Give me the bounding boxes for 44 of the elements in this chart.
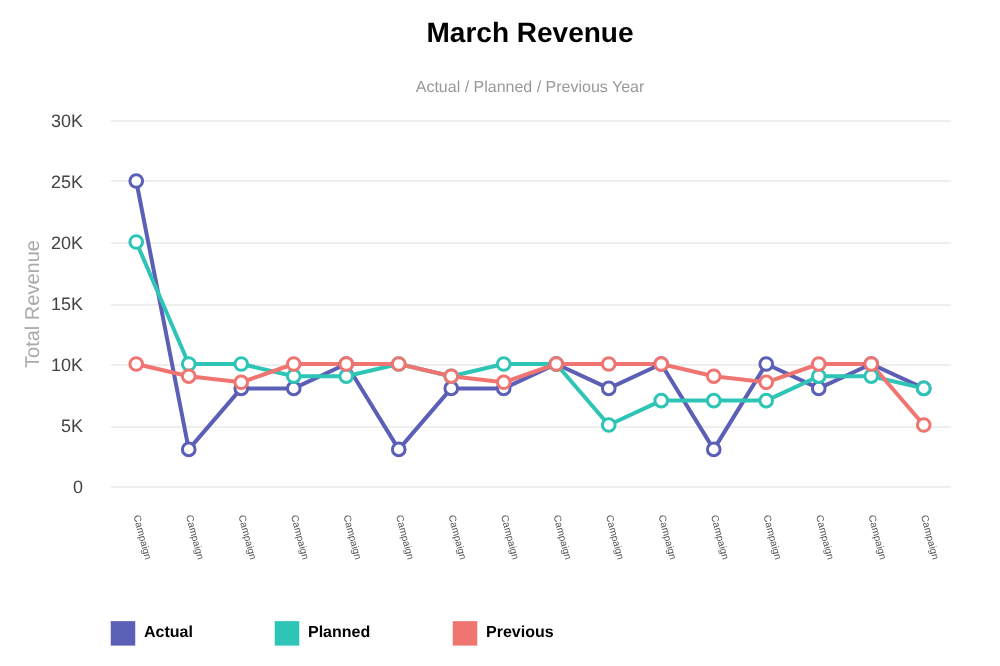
y-tick-label: 25K bbox=[50, 172, 83, 192]
y-tick-label: 0 bbox=[72, 477, 83, 497]
legend-label: Previous bbox=[486, 623, 555, 642]
point bbox=[600, 380, 617, 397]
chart-title: March Revenue bbox=[426, 16, 634, 48]
point bbox=[443, 380, 460, 397]
point bbox=[810, 368, 827, 385]
point bbox=[233, 356, 250, 372]
chart-subtitle: Actual / Planned / Previous Year bbox=[415, 78, 645, 96]
point bbox=[338, 368, 355, 385]
point bbox=[180, 368, 197, 385]
y-tick-label: 10K bbox=[50, 355, 83, 375]
y-tick-label: 30K bbox=[50, 111, 83, 131]
point bbox=[758, 356, 775, 372]
point bbox=[495, 374, 512, 391]
point bbox=[600, 417, 617, 433]
point bbox=[705, 441, 722, 458]
point bbox=[758, 392, 775, 409]
point bbox=[705, 392, 722, 409]
point bbox=[863, 368, 880, 385]
point bbox=[285, 380, 302, 397]
point bbox=[128, 173, 145, 189]
point bbox=[495, 356, 512, 372]
point bbox=[128, 356, 145, 372]
y-tick-label: 5K bbox=[60, 416, 83, 436]
y-tick-label: 20K bbox=[50, 233, 83, 253]
point bbox=[285, 356, 302, 372]
point bbox=[180, 356, 197, 372]
point bbox=[128, 234, 145, 250]
point bbox=[915, 417, 932, 433]
point bbox=[180, 441, 197, 458]
point bbox=[390, 441, 407, 458]
legend-label: Actual bbox=[144, 623, 193, 642]
point bbox=[758, 374, 775, 391]
legend-label: Planned bbox=[308, 623, 371, 642]
point bbox=[705, 368, 722, 385]
y-axis-title: Total Revenue bbox=[22, 239, 45, 368]
point bbox=[810, 356, 827, 372]
y-tick-label: 15K bbox=[50, 294, 83, 314]
point bbox=[653, 392, 670, 409]
point bbox=[810, 380, 827, 397]
point bbox=[233, 374, 250, 391]
point bbox=[285, 368, 302, 385]
point bbox=[600, 356, 617, 372]
